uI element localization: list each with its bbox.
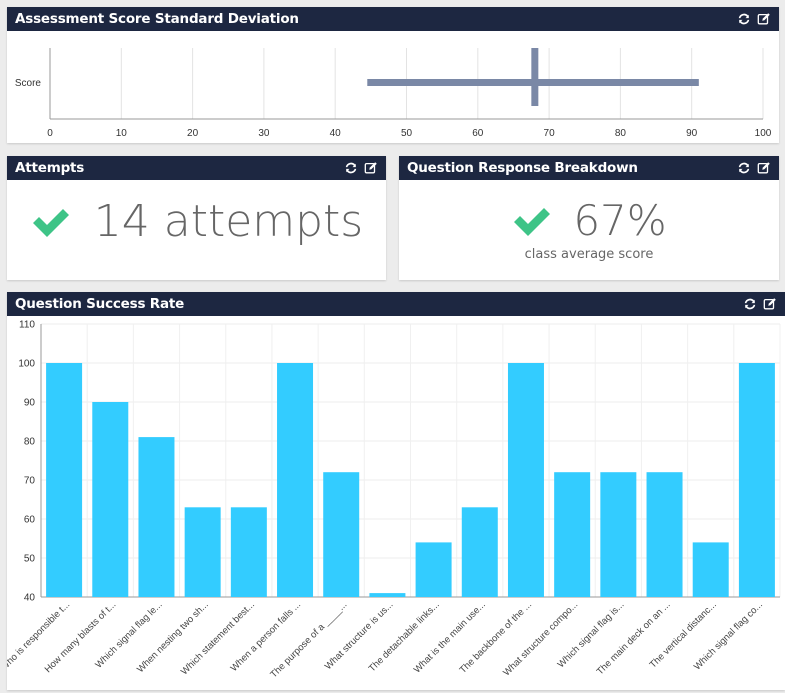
bar <box>600 472 637 597</box>
x-tick-label: 0 <box>47 128 53 139</box>
response-breakdown-panel: Question Response Breakdown 67% class av… <box>399 156 779 280</box>
panel-title: Question Success Rate <box>15 296 185 312</box>
edit-icon[interactable] <box>756 12 771 27</box>
x-tick-label: The purpose of a ____... <box>268 599 349 680</box>
bar <box>184 507 221 597</box>
y-tick-label: 80 <box>24 437 36 448</box>
bar <box>692 542 729 597</box>
bar <box>323 472 360 597</box>
edit-icon[interactable] <box>756 161 771 176</box>
edit-icon[interactable] <box>762 297 777 312</box>
bar <box>369 593 406 597</box>
panel-header: Question Response Breakdown <box>399 156 779 180</box>
y-tick-label: 100 <box>18 359 35 370</box>
x-tick-label: 70 <box>544 128 556 139</box>
x-tick-label: 50 <box>401 128 413 139</box>
y-category-label: Score <box>15 78 42 89</box>
bar <box>554 472 591 597</box>
attempts-panel: Attempts 14 attempts <box>7 156 386 280</box>
refresh-icon[interactable] <box>736 161 751 176</box>
x-tick-label: 100 <box>755 128 772 139</box>
panel-title: Attempts <box>15 160 85 176</box>
panel-title: Question Response Breakdown <box>407 160 638 176</box>
y-tick-label: 60 <box>24 515 36 526</box>
panel-tools <box>736 12 771 27</box>
x-tick-label: 30 <box>258 128 270 139</box>
attempts-stat: 14 attempts <box>7 196 386 247</box>
bar <box>277 363 314 597</box>
y-tick-label: 40 <box>24 593 36 604</box>
edit-icon[interactable] <box>363 161 378 176</box>
panel-tools <box>343 161 378 176</box>
bar <box>415 542 452 597</box>
x-tick-label: 40 <box>330 128 342 139</box>
panel-title: Assessment Score Standard Deviation <box>15 11 299 27</box>
panel-header: Attempts <box>7 156 386 180</box>
x-tick-label: 90 <box>686 128 698 139</box>
y-tick-label: 90 <box>24 398 36 409</box>
x-tick-label: 60 <box>472 128 484 139</box>
bar <box>461 507 498 597</box>
x-tick-label: 10 <box>116 128 128 139</box>
bar <box>646 472 683 597</box>
std-dev-chart: 0 10 20 30 40 50 60 70 80 90 100 Score <box>15 48 772 139</box>
average-subtitle: class average score <box>524 247 654 262</box>
refresh-icon[interactable] <box>736 12 751 27</box>
y-tick-label: 50 <box>24 554 36 565</box>
check-icon <box>30 205 72 239</box>
bar <box>230 507 267 597</box>
bar <box>46 363 83 597</box>
panel-tools <box>736 161 771 176</box>
std-dev-panel: Assessment Score Standard Deviation 0 10 2… <box>7 7 779 143</box>
panel-header: Question Success Rate <box>7 292 785 316</box>
x-tick-label: What structure compo... <box>501 599 580 678</box>
average-stat: 67% <box>399 196 779 245</box>
bar <box>507 363 544 597</box>
bar <box>92 402 129 597</box>
bar <box>138 437 175 597</box>
panel-tools <box>742 297 777 312</box>
success-rate-panel: Question Success Rate 40 50 60 70 80 90 100 110… <box>7 292 785 690</box>
y-tick-label: 110 <box>19 320 35 331</box>
refresh-icon[interactable] <box>742 297 757 312</box>
attempts-value: 14 attempts <box>93 196 364 247</box>
bar <box>738 363 775 597</box>
y-tick-label: 70 <box>24 476 36 487</box>
panel-header: Assessment Score Standard Deviation <box>7 7 779 31</box>
x-tick-label: 80 <box>615 128 627 139</box>
check-icon <box>511 204 553 238</box>
x-tick-label: 20 <box>187 128 199 139</box>
average-value: 67% <box>573 196 667 245</box>
refresh-icon[interactable] <box>343 161 358 176</box>
